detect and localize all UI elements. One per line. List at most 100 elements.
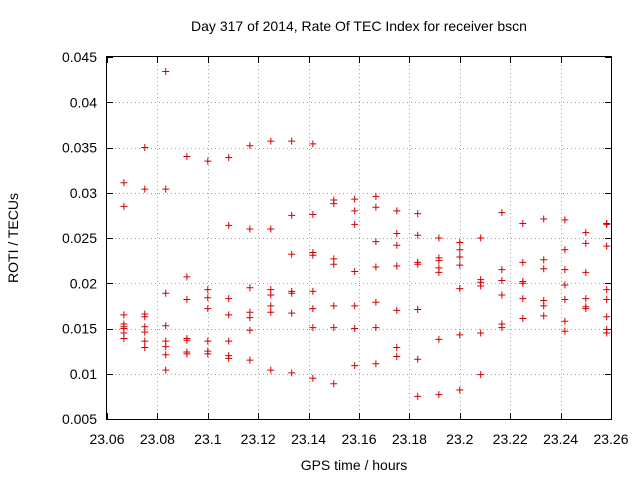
data-point — [246, 284, 254, 292]
y-tick-label: 0.045 — [62, 49, 97, 65]
x-tick-label: 23.24 — [543, 431, 578, 447]
grid-lines — [107, 57, 611, 419]
chart-title: Day 317 of 2014, Rate Of TEC Index for r… — [191, 18, 527, 34]
data-point — [393, 207, 401, 215]
data-point — [120, 311, 128, 319]
data-point — [519, 315, 527, 323]
x-tick-label: 23.16 — [341, 431, 376, 447]
data-point — [540, 256, 548, 264]
axis-ticks — [107, 57, 612, 420]
data-point — [141, 337, 149, 345]
data-point — [246, 142, 254, 150]
x-tick-label: 23.2 — [446, 431, 473, 447]
data-point — [204, 157, 212, 165]
data-point — [519, 295, 527, 303]
data-point — [141, 144, 149, 151]
data-point — [246, 356, 254, 364]
data-point — [162, 289, 170, 297]
data-point — [267, 302, 275, 310]
data-point — [309, 140, 317, 148]
data-point — [204, 337, 212, 345]
data-point — [435, 391, 443, 399]
data-point — [288, 250, 296, 258]
data-point — [120, 179, 128, 187]
data-point — [435, 257, 443, 265]
x-tick-label: 23.26 — [593, 431, 628, 447]
data-point — [456, 285, 464, 293]
data-point — [204, 294, 212, 302]
x-tick-label: 23.22 — [493, 431, 528, 447]
x-tick-labels: 23.06 23.08 23.1 23.12 23.14 23.16 23.18 23.2 23… — [89, 431, 628, 447]
data-point — [456, 331, 464, 339]
data-point — [561, 216, 569, 224]
y-tick-labels: 0.005 0.01 0.015 0.02 0.025 0.03 0.035 0.04 0.04… — [62, 49, 97, 427]
y-tick-label: 0.01 — [70, 366, 97, 382]
data-point — [309, 324, 317, 332]
data-point — [330, 200, 338, 208]
data-point — [561, 327, 569, 335]
data-point — [351, 207, 359, 215]
data-point — [561, 246, 569, 254]
data-point — [162, 351, 170, 359]
data-point — [477, 282, 485, 290]
data-point — [225, 295, 233, 303]
data-point — [267, 366, 275, 374]
data-point — [330, 380, 338, 388]
data-point — [414, 210, 422, 218]
data-point — [267, 291, 275, 299]
data-point — [393, 229, 401, 237]
data-point — [309, 305, 317, 313]
data-point — [267, 137, 275, 145]
data-point — [414, 355, 422, 363]
data-point — [414, 392, 422, 400]
data-point — [519, 258, 527, 266]
data-point — [288, 137, 296, 145]
data-point — [561, 317, 569, 325]
data-point — [246, 326, 254, 334]
data-point — [372, 298, 380, 306]
data-point — [393, 241, 401, 249]
x-tick-label: 23.14 — [291, 431, 326, 447]
data-point — [309, 374, 317, 382]
data-point — [288, 309, 296, 317]
data-point — [162, 322, 170, 330]
x-tick-label: 23.06 — [89, 431, 124, 447]
data-point — [603, 296, 611, 304]
data-point — [372, 238, 380, 246]
x-tick-label: 23.12 — [241, 431, 276, 447]
data-point — [498, 277, 506, 285]
y-axis-label: ROTI / TECUs — [5, 193, 21, 283]
data-point — [456, 253, 464, 261]
data-point — [162, 343, 170, 351]
x-tick-label: 23.1 — [194, 431, 221, 447]
data-point — [603, 313, 611, 321]
data-point — [309, 287, 317, 295]
y-tick-label: 0.035 — [62, 140, 97, 156]
data-point — [288, 211, 296, 219]
data-point — [477, 371, 485, 379]
data-point — [540, 215, 548, 223]
data-point — [267, 225, 275, 233]
y-tick-label: 0.015 — [62, 321, 97, 337]
data-point — [582, 239, 590, 247]
data-point — [204, 350, 212, 358]
data-point — [183, 273, 191, 281]
data-point — [561, 296, 569, 304]
data-point — [456, 386, 464, 394]
data-point — [351, 325, 359, 332]
data-point — [141, 313, 149, 321]
data-point — [183, 336, 191, 344]
data-points — [120, 67, 611, 400]
data-point — [393, 306, 401, 314]
y-tick-label: 0.02 — [70, 275, 97, 291]
data-point — [372, 203, 380, 211]
data-point — [456, 261, 464, 269]
data-point — [225, 337, 233, 345]
data-point — [498, 291, 506, 299]
data-point — [456, 239, 464, 247]
data-point — [582, 229, 590, 237]
data-point — [288, 289, 296, 297]
data-point — [225, 311, 233, 319]
data-point — [498, 209, 506, 217]
data-point — [246, 314, 254, 322]
